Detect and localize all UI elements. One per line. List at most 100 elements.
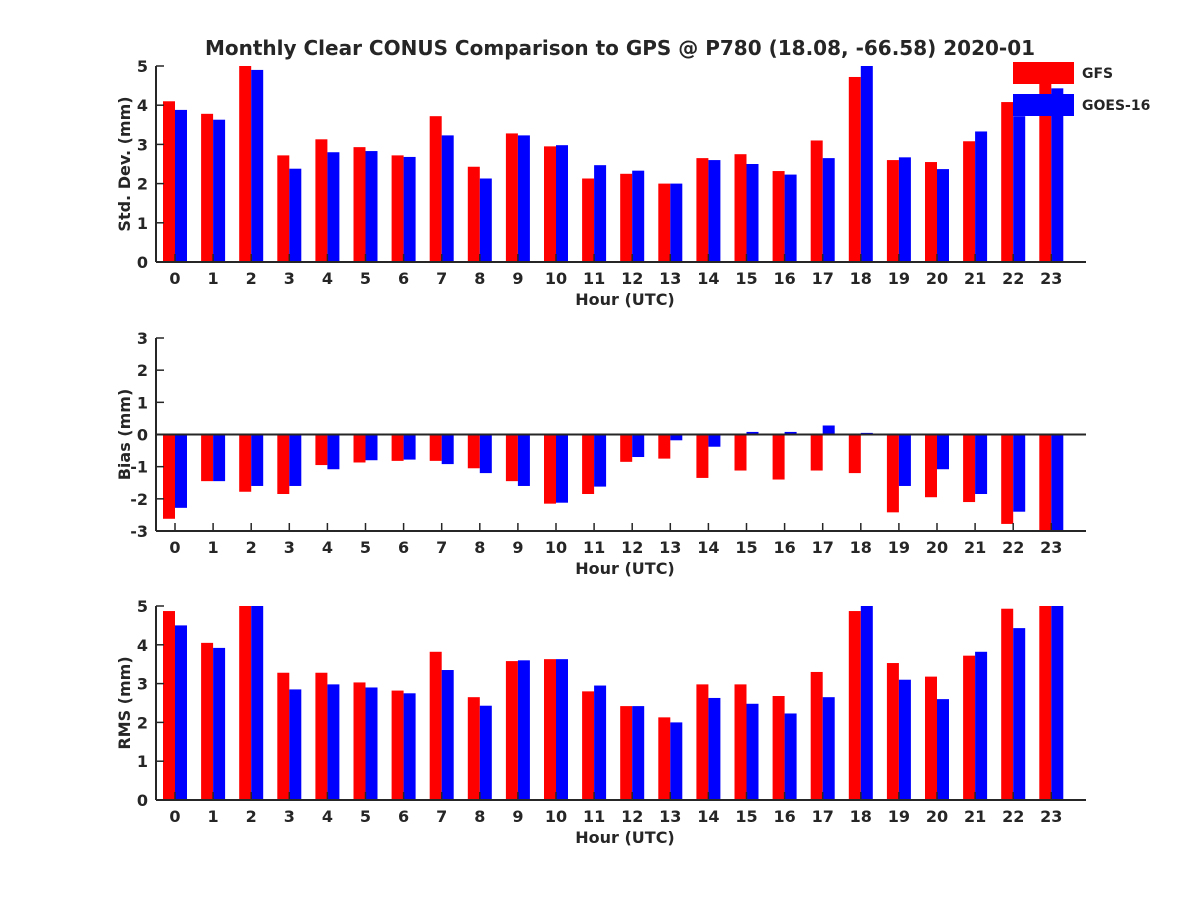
bar-goes16-panel2-hour11: [594, 434, 607, 487]
x-tick-label: 22: [1002, 538, 1024, 557]
bar-goes16-panel3-hour22: [1013, 628, 1026, 800]
bar-gfs-panel3-hour14: [696, 684, 709, 800]
y-tick-label: 4: [137, 636, 148, 655]
bar-gfs-panel3-hour5: [353, 682, 366, 800]
bar-goes16-panel3-hour12: [632, 706, 645, 800]
x-tick-label: 9: [512, 807, 523, 826]
x-tick-label: 5: [360, 538, 371, 557]
bar-gfs-panel2-hour16: [772, 434, 785, 480]
bar-goes16-panel3-hour18: [860, 606, 873, 800]
x-tick-label: 15: [735, 269, 757, 288]
bar-gfs-panel1-hour7: [429, 116, 442, 263]
x-tick-label: 6: [398, 538, 409, 557]
bar-goes16-panel2-hour6: [403, 434, 416, 460]
x-tick-label: 2: [246, 538, 257, 557]
bar-gfs-panel2-hour20: [925, 434, 937, 498]
bar-gfs-panel3-hour6: [391, 690, 404, 800]
x-tick-label: 8: [474, 538, 485, 557]
bar-goes16-panel3-hour6: [403, 693, 416, 800]
y-tick-label: 0: [137, 791, 148, 810]
bar-goes16-panel3-hour20: [937, 699, 949, 800]
bar-gfs-panel1-hour10: [544, 146, 556, 262]
x-tick-label: 1: [208, 538, 219, 557]
bar-gfs-panel2-hour22: [1001, 434, 1014, 524]
x-tick-label: 16: [773, 538, 795, 557]
bar-gfs-panel2-hour2: [239, 434, 252, 492]
bar-gfs-panel3-hour8: [467, 697, 480, 800]
bar-goes16-panel3-hour23: [1051, 606, 1064, 800]
y-axis-label-panel2: Bias (mm): [115, 389, 134, 481]
y-tick-label: 4: [137, 96, 148, 115]
bar-goes16-panel1-hour14: [708, 160, 721, 262]
bar-gfs-panel3-hour1: [201, 642, 214, 800]
legend-swatch-gfs: [1013, 62, 1074, 84]
bar-goes16-panel1-hour19: [898, 157, 911, 262]
bar-goes16-panel3-hour9: [517, 660, 530, 800]
x-tick-label: 10: [545, 807, 567, 826]
x-tick-label: 20: [926, 807, 948, 826]
bar-goes16-panel1-hour9: [517, 135, 530, 262]
bar-gfs-panel1-hour13: [658, 183, 671, 262]
x-tick-label: 7: [436, 269, 447, 288]
bar-goes16-panel2-hour20: [937, 434, 949, 470]
bar-gfs-panel2-hour8: [467, 434, 480, 469]
bar-goes16-panel3-hour16: [784, 713, 797, 800]
bar-gfs-panel1-hour0: [163, 101, 175, 262]
x-tick-label: 1: [208, 807, 219, 826]
bar-goes16-panel1-hour10: [556, 145, 568, 262]
bar-goes16-panel3-hour0: [175, 625, 187, 800]
x-tick-label: 23: [1040, 269, 1062, 288]
y-tick-label: 3: [137, 135, 148, 154]
bar-gfs-panel2-hour14: [696, 434, 709, 478]
bar-goes16-panel1-hour20: [937, 169, 949, 262]
x-tick-label: 4: [322, 538, 333, 557]
bar-gfs-panel3-hour10: [544, 659, 556, 800]
bar-goes16-panel3-hour5: [365, 687, 378, 800]
bar-gfs-panel1-hour16: [772, 171, 785, 262]
x-tick-label: 10: [545, 269, 567, 288]
bar-goes16-panel3-hour7: [441, 670, 454, 800]
x-tick-label: 21: [964, 538, 986, 557]
y-tick-label: -2: [130, 490, 148, 509]
bar-gfs-panel1-hour14: [696, 158, 709, 262]
bar-goes16-panel2-hour0: [175, 434, 187, 508]
bar-gfs-panel2-hour6: [391, 434, 404, 461]
bar-goes16-panel3-hour19: [898, 679, 911, 800]
bar-gfs-panel2-hour18: [848, 434, 861, 474]
bar-gfs-panel3-hour2: [239, 606, 252, 800]
x-tick-label: 9: [512, 269, 523, 288]
bar-goes16-panel3-hour15: [746, 703, 759, 800]
bar-goes16-panel2-hour8: [479, 434, 492, 474]
x-tick-label: 15: [735, 807, 757, 826]
bar-gfs-panel3-hour22: [1001, 608, 1014, 800]
bar-goes16-panel3-hour14: [708, 697, 721, 800]
x-tick-label: 0: [169, 807, 180, 826]
x-tick-label: 16: [773, 269, 795, 288]
x-tick-label: 4: [322, 807, 333, 826]
x-tick-label: 17: [812, 538, 834, 557]
bar-goes16-panel1-hour6: [403, 156, 416, 262]
bar-gfs-panel1-hour15: [734, 154, 747, 262]
bar-gfs-panel2-hour21: [963, 434, 976, 503]
x-tick-label: 16: [773, 807, 795, 826]
bar-gfs-panel3-hour7: [429, 651, 442, 800]
legend-label-goes16: GOES-16: [1082, 98, 1150, 114]
x-tick-label: 13: [659, 807, 681, 826]
bar-gfs-panel3-hour4: [315, 672, 328, 800]
bar-goes16-panel1-hour7: [441, 135, 454, 262]
bar-gfs-panel3-hour12: [620, 706, 633, 800]
x-tick-label: 6: [398, 807, 409, 826]
x-tick-label: 12: [621, 269, 643, 288]
bar-gfs-panel3-hour16: [772, 696, 785, 800]
bar-gfs-panel3-hour20: [925, 676, 937, 800]
x-tick-label: 3: [284, 807, 295, 826]
x-tick-label: 8: [474, 807, 485, 826]
y-tick-label: 1: [137, 752, 148, 771]
bar-goes16-panel2-hour10: [556, 434, 568, 503]
bar-goes16-panel3-hour11: [594, 685, 607, 800]
x-tick-label: 17: [812, 269, 834, 288]
x-tick-label: 5: [360, 269, 371, 288]
x-tick-label: 22: [1002, 269, 1024, 288]
bar-goes16-panel2-hour4: [327, 434, 340, 470]
y-axis-label-panel3: RMS (mm): [115, 656, 134, 749]
